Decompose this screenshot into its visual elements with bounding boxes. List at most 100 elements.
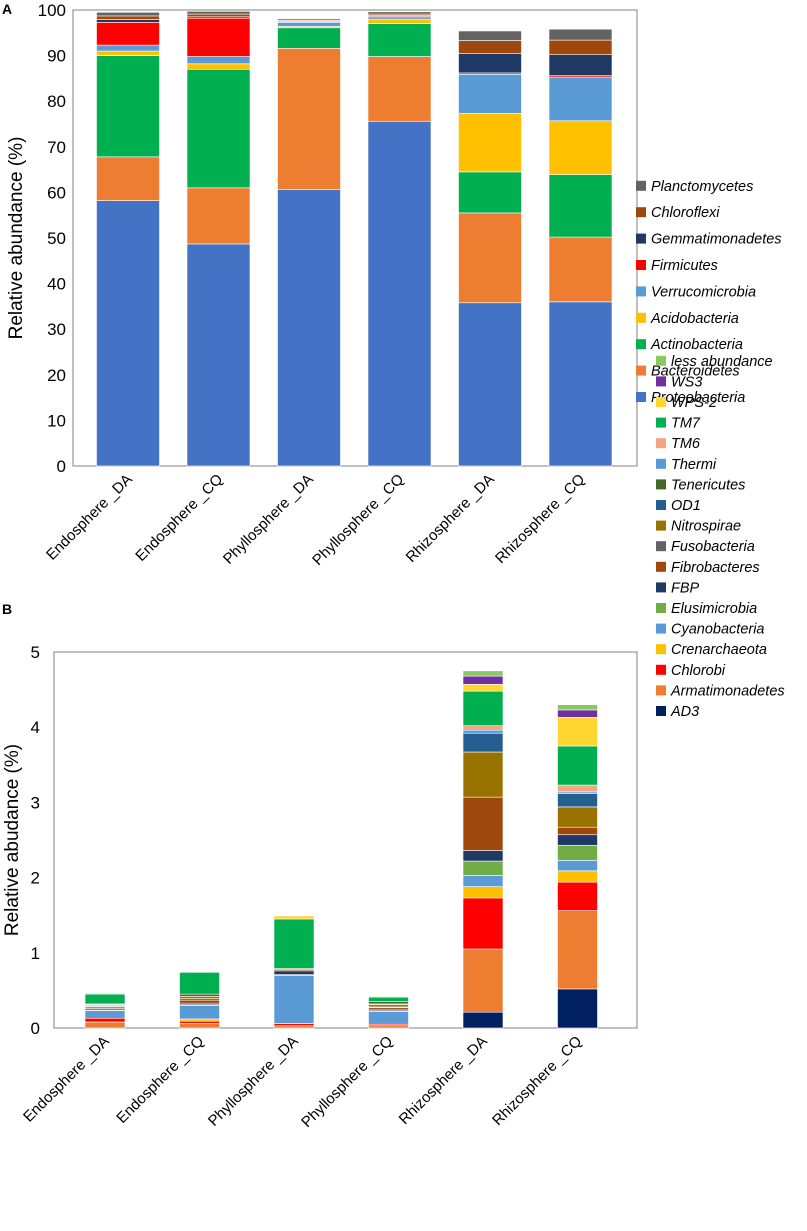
bar-segment-a-acidobacteria	[548, 120, 613, 175]
legend-swatch-b-wps-2	[656, 397, 666, 407]
bar-segment-a-acidobacteria	[458, 113, 522, 173]
bar-segment-a-gemmatimonadetes	[458, 53, 522, 74]
bar-segment-a-planctomycetes	[548, 28, 613, 41]
x-tick-label-a: Rhizosphere _DA	[403, 471, 498, 566]
bar-segment-b-armatimonadetes	[84, 1021, 126, 1029]
legend-label-a-gemmatimonadetes: Gemmatimonadetes	[651, 232, 782, 248]
bar-segment-b-nitrospirae	[462, 751, 504, 798]
bar-segment-b-cyanobacteria	[462, 875, 504, 887]
x-tick-label-b: Rhizosphere _CQ	[489, 1033, 585, 1129]
bar-segment-b-fibrobacteres	[179, 999, 220, 1004]
legend-swatch-a-proteobacteria	[636, 392, 646, 402]
bar-segment-a-firmicutes	[96, 22, 160, 46]
legend-swatch-b-od1	[656, 500, 666, 510]
y-tick-label-a: 0	[57, 457, 66, 476]
bar-segment-b-less-abundance	[368, 996, 409, 998]
legend-label-b-armatimonadetes: Armatimonadetes	[670, 683, 785, 699]
bar-segment-a-planctomycetes	[367, 11, 432, 15]
bar-segment-b-armatimonadetes	[368, 1025, 409, 1029]
legend-swatch-b-thermi	[656, 458, 666, 469]
bar-segment-b-armatimonadetes	[557, 910, 598, 990]
legend-label-a-firmicutes: Firmicutes	[651, 258, 718, 274]
bar-segment-a-chloroflexi	[548, 39, 613, 55]
legend-swatch-b-chlorobi	[656, 664, 666, 675]
bar-segment-b-fbp	[273, 970, 315, 975]
y-tick-label-a: 70	[47, 138, 66, 157]
legend-label-b-fibrobacteres: Fibrobacteres	[671, 560, 760, 576]
bar-segment-b-wps-2	[557, 717, 598, 747]
legend-swatch-a-actinobacteria	[636, 339, 646, 350]
bar-segment-a-bacteroidetes	[458, 212, 522, 304]
y-axis-label-a: Relative abundance (%)	[6, 137, 27, 340]
legend-label-b-fbp: FBP	[671, 580, 700, 596]
bar-segment-a-planctomycetes	[96, 11, 160, 17]
bar-segment-b-tm7	[368, 996, 409, 1002]
legend-label-a-actinobacteria: Actinobacteria	[650, 337, 743, 353]
bar-segment-a-gemmatimonadetes	[548, 54, 613, 76]
bar-segment-a-actinobacteria	[277, 27, 341, 49]
bar-segment-a-actinobacteria	[186, 68, 251, 189]
legend-label-a-chloroflexi: Chloroflexi	[651, 205, 720, 221]
x-tick-label-b: Rhizosphere _DA	[396, 1033, 491, 1128]
y-tick-label-a: 40	[47, 275, 66, 294]
bar-segment-b-elusimicrobia	[462, 860, 504, 876]
bar-segment-a-verrucomicrobia	[548, 76, 613, 122]
legend-swatch-b-ws3	[656, 376, 666, 387]
bar-segment-b-fibrobacteres	[462, 796, 504, 851]
x-tick-label-b: Phyllosphere _DA	[205, 1033, 302, 1130]
bar-segment-a-acidobacteria	[186, 63, 251, 70]
legend-label-b-ad3: AD3	[670, 704, 699, 720]
y-tick-label-b: 2	[31, 869, 40, 888]
bar-segment-a-chloroflexi	[96, 15, 160, 20]
bar-segment-b-tm7	[84, 993, 126, 1005]
bar-segment-b-tenericutes	[179, 993, 220, 997]
legend-swatch-a-acidobacteria	[636, 312, 646, 323]
legend-swatch-b-tenericutes	[656, 479, 666, 490]
chart-b: 0 1 2 3 4 5 Relative abudance (%) Endosphere _D…	[2, 354, 785, 1131]
bar-segment-b-elusimicrobia	[557, 844, 598, 861]
legend-label-b-fusobacteria: Fusobacteria	[671, 539, 755, 555]
bar-segment-b-cyanobacteria	[273, 975, 315, 1024]
y-axis-label-b: Relative abudance (%)	[2, 744, 23, 936]
legend-swatch-b-ad3	[656, 706, 666, 716]
bar-segment-b-chlorobi	[84, 1017, 126, 1023]
bar-segment-a-acidobacteria	[367, 19, 432, 24]
bar-segment-b-od1	[557, 793, 598, 808]
bar-segment-a-verrucomicrobia	[186, 56, 251, 65]
legend-label-a-acidobacteria: Acidobacteria	[650, 311, 739, 327]
bar-segment-b-thermi	[462, 729, 504, 734]
bar-segment-b-ad3	[462, 1011, 504, 1029]
y-tick-label-b: 3	[31, 793, 40, 812]
y-tick-label-b: 4	[31, 718, 40, 737]
legend-label-b-less-abundance: less abundance	[671, 354, 773, 370]
legend-swatch-b-nitrospirae	[656, 520, 666, 531]
bar-segment-a-bacteroidetes	[367, 56, 432, 122]
bar-segment-b-tm7	[557, 745, 598, 786]
bar-segment-b-chlorobi	[462, 897, 504, 950]
bar-segment-a-verrucomicrobia	[277, 22, 341, 27]
legend-label-b-od1: OD1	[671, 498, 701, 514]
bar-segment-b-nitrospirae	[179, 996, 220, 999]
legend-label-b-cyanobacteria: Cyanobacteria	[671, 622, 765, 638]
panel-a-letter: A	[2, 1, 12, 17]
bar-segment-b-ad3	[557, 988, 598, 1029]
bar-segment-a-actinobacteria	[367, 23, 432, 57]
bar-segment-a-bacteroidetes	[96, 156, 160, 201]
legend-label-a-bacteroidetes: Bacteroidetes	[651, 364, 740, 380]
bar-segment-b-tm7	[273, 918, 315, 969]
bar-segment-a-bacteroidetes	[186, 187, 251, 245]
legend-swatch-a-chloroflexi	[636, 207, 646, 218]
bar-segment-b-tm6	[557, 784, 598, 793]
x-tick-label-a: Phyllosphere _CQ	[309, 471, 407, 569]
bar-segment-b-crenarchaeota	[179, 1018, 220, 1022]
legend-swatch-a-planctomycetes	[636, 180, 646, 191]
bar-segment-b-nitrospirae	[557, 806, 598, 828]
bar-segment-a-planctomycetes	[277, 18, 341, 21]
bar-segment-b-cyanobacteria	[557, 860, 598, 872]
bar-segment-a-proteobacteria	[367, 120, 432, 467]
y-tick-label-a: 20	[47, 366, 66, 385]
legend-label-b-chlorobi: Chlorobi	[671, 663, 726, 679]
legend-swatch-b-fusobacteria	[656, 541, 666, 552]
y-tick-label-b: 5	[31, 643, 40, 662]
